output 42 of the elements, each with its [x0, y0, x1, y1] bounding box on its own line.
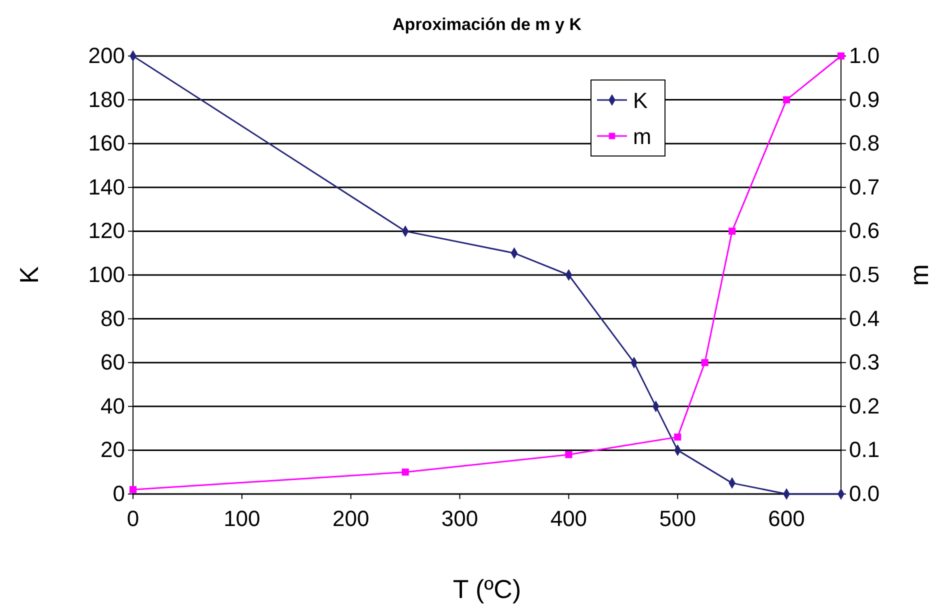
point — [565, 451, 572, 458]
chart-title: Aproximación de m y K — [392, 15, 582, 34]
y2-tick-label: 0.5 — [849, 262, 880, 288]
x-tick-label: 200 — [332, 506, 370, 532]
point — [728, 228, 736, 235]
legend-label: K — [633, 88, 648, 113]
y-tick-label: 120 — [88, 218, 125, 244]
x-tick-label: 500 — [659, 506, 696, 532]
y2-tick-label: 1.0 — [849, 43, 880, 68]
y2-tick-label: 0.8 — [849, 130, 880, 156]
y2-tick-label: 0.2 — [849, 393, 880, 418]
point — [701, 359, 708, 366]
x-tick-label: 300 — [441, 506, 478, 532]
y2-tick-label: 0.9 — [849, 86, 880, 112]
y-tick-label: 20 — [100, 437, 125, 462]
point — [402, 468, 409, 476]
y2-tick-label: 0.6 — [849, 218, 880, 244]
y2-tick-label: 0.4 — [849, 306, 880, 331]
y-tick-label: 0 — [112, 481, 125, 506]
x-tick-label: 400 — [550, 506, 588, 532]
y-tick-label: 180 — [88, 86, 125, 112]
y-tick-label: 140 — [88, 174, 125, 200]
y-tick-label: 40 — [100, 393, 125, 418]
point — [837, 52, 845, 60]
y-axis-title: K — [14, 266, 44, 284]
y-tick-label: 160 — [88, 130, 125, 156]
y-tick-label: 200 — [88, 43, 125, 68]
x-tick-label: 600 — [768, 506, 805, 532]
y2-tick-label: 0.0 — [849, 481, 880, 506]
point — [129, 486, 137, 494]
y-tick-label: 80 — [100, 306, 125, 331]
y2-axis-title: m — [904, 264, 934, 286]
y2-tick-label: 0.3 — [849, 350, 880, 375]
y2-tick-label: 0.1 — [849, 437, 880, 462]
x-tick-label: 100 — [224, 506, 260, 532]
x-axis-title: T (ºC) — [452, 574, 522, 604]
legend-label: m — [633, 124, 652, 149]
point — [674, 434, 682, 441]
y-tick-label: 100 — [88, 262, 125, 288]
y-tick-label: 60 — [100, 350, 125, 375]
y2-tick-label: 0.7 — [849, 174, 880, 200]
point — [783, 96, 790, 104]
